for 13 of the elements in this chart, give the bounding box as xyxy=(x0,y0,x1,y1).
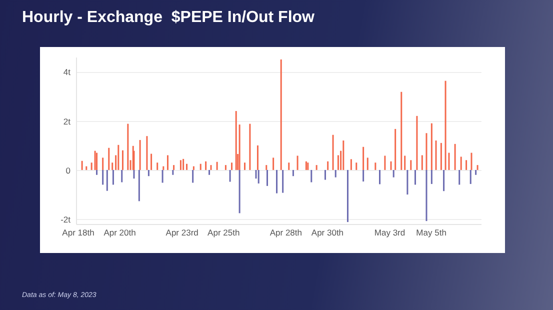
x-tick-label: Apr 20th xyxy=(104,228,136,238)
chart-title: Hourly - Exchange $PEPE In/Out Flow xyxy=(22,9,314,27)
y-tick-label: 2t xyxy=(63,116,72,126)
x-tick-label: Apr 23rd xyxy=(166,228,199,238)
y-tick-label: 4t xyxy=(63,67,72,78)
x-tick-label: Apr 28th xyxy=(270,228,302,238)
x-tick-label: Apr 25th xyxy=(208,228,240,238)
x-tick-label: Apr 18th xyxy=(62,228,95,238)
y-tick-label: 0 xyxy=(66,165,71,176)
x-tick-label: May 5th xyxy=(416,228,447,238)
x-tick-label: May 3rd xyxy=(374,228,406,238)
x-tick-label: Apr 30th xyxy=(311,228,344,238)
y-tick-label: -2t xyxy=(60,214,72,225)
